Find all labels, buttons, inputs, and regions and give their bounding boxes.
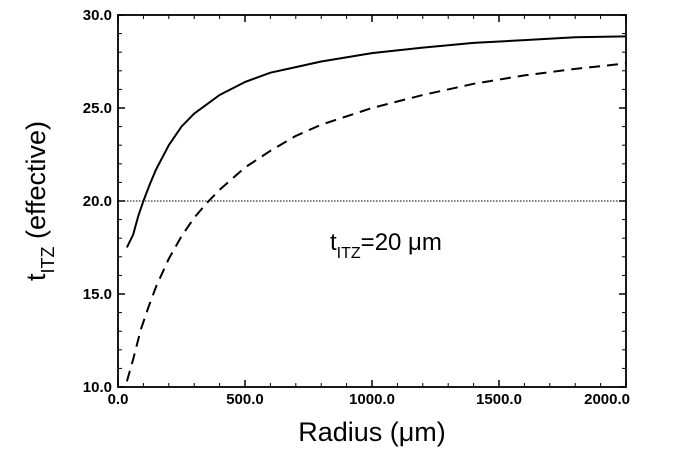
series-line-solid [126, 35, 627, 248]
tick-layer: 0.0 500.0 1000.0 1500.0 2000.0 10.0 15.0 20.0 25… [83, 7, 630, 408]
x-tick-label: 500.0 [226, 391, 264, 408]
series-line-dashed [125, 62, 627, 382]
x-axis-title: Radius (μm) [298, 417, 446, 447]
x-tick-label: 0.0 [108, 391, 129, 408]
y-tick-label: 15.0 [83, 286, 112, 303]
y-tick-label: 25.0 [83, 100, 112, 117]
y-tick-label: 20.0 [83, 193, 112, 210]
x-tick-label: 2000.0 [584, 391, 630, 408]
x-tick-label: 1500.0 [476, 391, 522, 408]
y-tick-label: 10.0 [83, 379, 112, 396]
y-axis-title: tITZ (effective) [21, 121, 58, 281]
annotation-label: tITZ=20 μm [330, 229, 442, 262]
series-layer [125, 35, 627, 382]
y-tick-label: 30.0 [83, 7, 112, 24]
x-tick-label: 1000.0 [349, 391, 395, 408]
